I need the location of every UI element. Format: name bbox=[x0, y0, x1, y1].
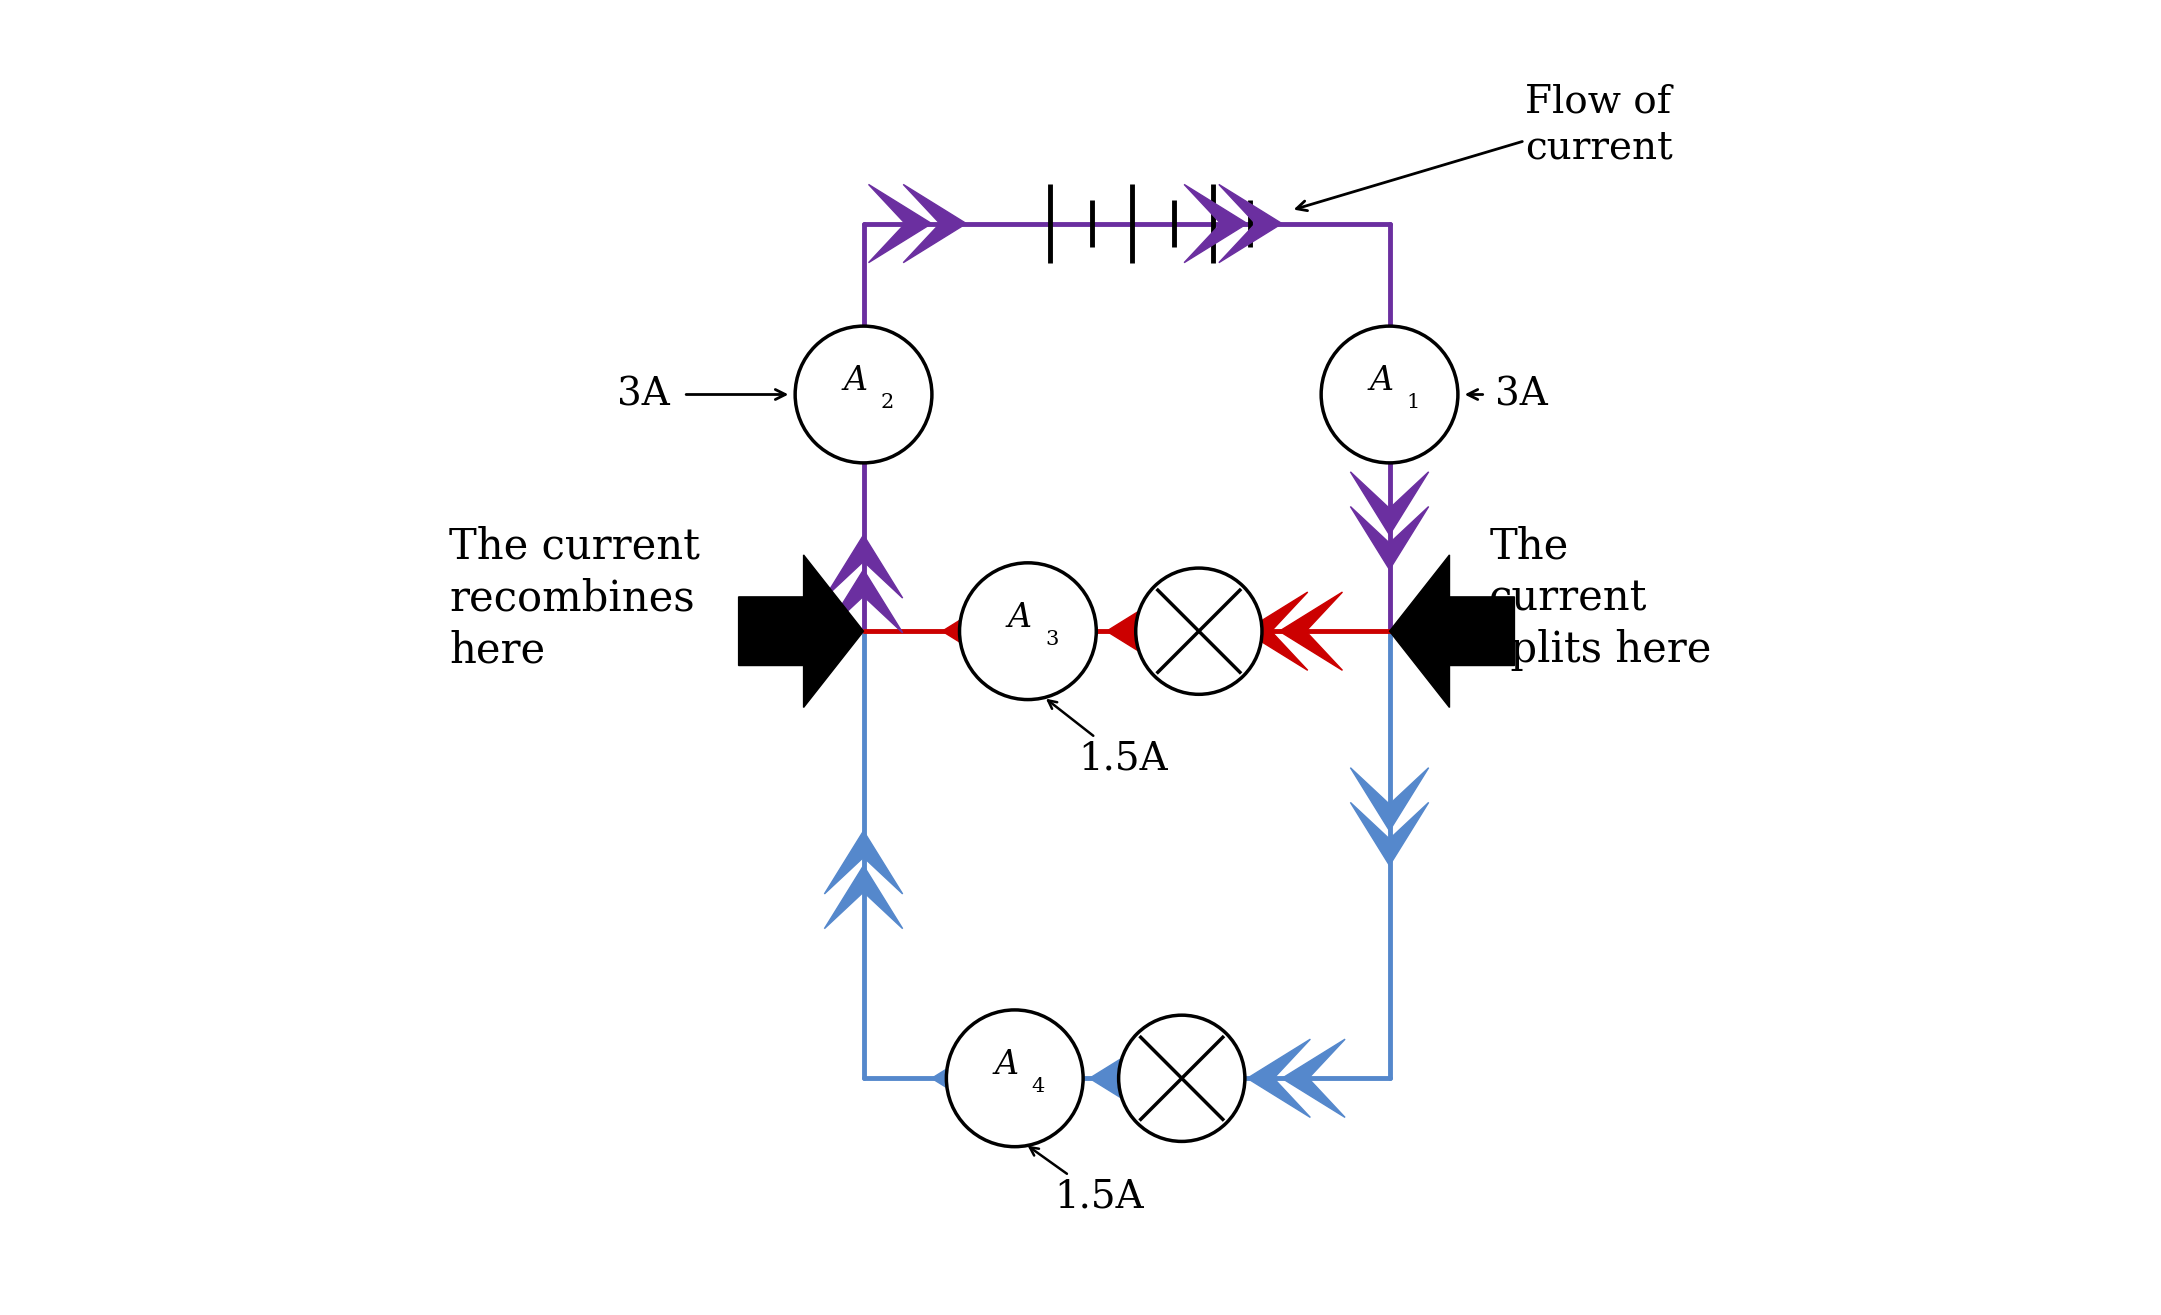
Polygon shape bbox=[1245, 592, 1307, 671]
Text: A: A bbox=[1007, 602, 1033, 634]
Polygon shape bbox=[739, 555, 864, 707]
Polygon shape bbox=[1351, 802, 1428, 865]
Polygon shape bbox=[1124, 1039, 1186, 1118]
Text: 3A: 3A bbox=[618, 376, 670, 413]
Text: A: A bbox=[1370, 366, 1394, 397]
Text: Flow of
current: Flow of current bbox=[1526, 84, 1673, 166]
Text: The
current
splits here: The current splits here bbox=[1489, 526, 1712, 671]
Polygon shape bbox=[903, 184, 966, 263]
Text: 3: 3 bbox=[1046, 630, 1059, 648]
Polygon shape bbox=[942, 592, 1005, 671]
Polygon shape bbox=[1351, 768, 1428, 831]
Text: 3A: 3A bbox=[1495, 376, 1547, 413]
Polygon shape bbox=[931, 1039, 994, 1118]
Polygon shape bbox=[823, 865, 903, 928]
Text: A: A bbox=[843, 366, 869, 397]
Polygon shape bbox=[823, 569, 903, 633]
Polygon shape bbox=[1219, 184, 1281, 263]
Polygon shape bbox=[1141, 592, 1204, 671]
Text: 1.5A: 1.5A bbox=[1048, 701, 1167, 777]
Circle shape bbox=[959, 563, 1096, 700]
Polygon shape bbox=[823, 831, 903, 894]
Text: 4: 4 bbox=[1031, 1077, 1046, 1095]
Polygon shape bbox=[1279, 592, 1342, 671]
Text: A: A bbox=[994, 1049, 1020, 1081]
Polygon shape bbox=[823, 535, 903, 598]
Text: The current
recombines
here: The current recombines here bbox=[449, 526, 700, 671]
Polygon shape bbox=[966, 1039, 1029, 1118]
Polygon shape bbox=[1106, 592, 1169, 671]
Polygon shape bbox=[1351, 506, 1428, 569]
Text: 1.5A: 1.5A bbox=[1031, 1147, 1143, 1215]
Circle shape bbox=[1137, 568, 1262, 694]
Polygon shape bbox=[1281, 1039, 1344, 1118]
Circle shape bbox=[947, 1010, 1083, 1147]
Circle shape bbox=[1119, 1015, 1245, 1141]
Polygon shape bbox=[869, 184, 931, 263]
Polygon shape bbox=[1089, 1039, 1152, 1118]
Circle shape bbox=[1320, 326, 1459, 463]
Circle shape bbox=[795, 326, 931, 463]
Polygon shape bbox=[1390, 555, 1515, 707]
Text: 1: 1 bbox=[1407, 393, 1420, 412]
Polygon shape bbox=[1247, 1039, 1310, 1118]
Text: 2: 2 bbox=[880, 393, 895, 412]
Polygon shape bbox=[1351, 472, 1428, 535]
Polygon shape bbox=[1184, 184, 1247, 263]
Polygon shape bbox=[977, 592, 1039, 671]
